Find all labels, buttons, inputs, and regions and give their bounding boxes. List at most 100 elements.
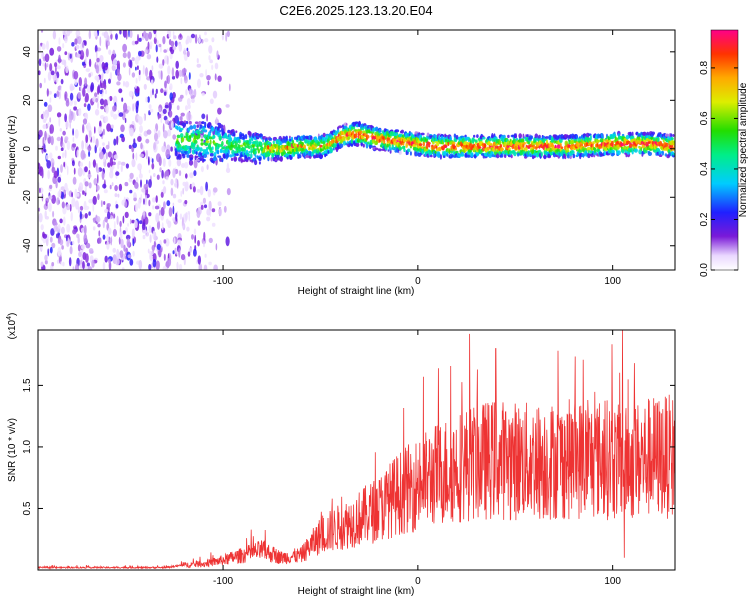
spectrogram-cell (568, 139, 571, 142)
spectrogram-cell (204, 253, 207, 258)
spectrogram-cell (611, 149, 615, 154)
spectrogram-cell (180, 254, 186, 261)
spectrogram-cell (199, 185, 204, 196)
spectrogram-cell (39, 187, 41, 194)
snr-multiplier: (x104) (6, 313, 18, 340)
snr-xtick-label: -100 (213, 576, 233, 587)
spectrogram-cell (95, 98, 99, 103)
spectrogram-cell (186, 47, 189, 52)
spectrogram-cell (143, 198, 145, 205)
colorbar-tick-label: 0.4 (699, 162, 710, 176)
spectrogram-cell (389, 147, 392, 151)
spectrogram-cell (506, 140, 510, 146)
spectrogram-cell (240, 158, 243, 163)
spectrogram-cell (51, 262, 55, 267)
colorbar-label: Normalized spectral amplitude (738, 82, 749, 217)
spectrogram-cell (150, 79, 154, 85)
spectrogram-cell (120, 161, 126, 166)
spectrogram-cell (139, 168, 142, 175)
spectrogram-cell (495, 139, 498, 144)
spectrogram-cell (58, 54, 61, 64)
spectrogram-cell (221, 158, 224, 163)
spectrogram-cell (43, 148, 47, 153)
spectrogram-cell (78, 182, 84, 193)
spectrogram-cell (158, 107, 162, 113)
spectrogram-cell (169, 86, 172, 90)
spectrogram-cell (91, 259, 95, 268)
spectrogram-cell (46, 160, 51, 169)
spectrogram-cell (71, 191, 73, 198)
spectrogram-cell (208, 200, 212, 211)
spectrogram-cell (113, 154, 119, 160)
spectrogram-cell (92, 96, 97, 103)
spectrogram-cell (276, 154, 280, 158)
spectrogram-cell (57, 246, 62, 257)
spectrogram-cell (179, 116, 183, 121)
spectrogram-cell (97, 223, 101, 228)
spectrogram-cell (72, 136, 75, 143)
spectrogram-cell (112, 105, 117, 112)
spectrogram-cell (207, 188, 211, 198)
spectrogram-cell (503, 141, 507, 146)
spectrogram-cell (146, 179, 148, 185)
spectrogram-cell (116, 81, 121, 86)
spectrogram-cell (378, 128, 382, 133)
spectrogram-cell (162, 158, 166, 167)
spectrogram-cell (88, 199, 94, 204)
spectrogram-cell (110, 33, 113, 40)
spectrogram-cell (271, 153, 275, 158)
spectrogram-cell (120, 164, 123, 173)
spectrogram-cell (327, 150, 330, 154)
spectrogram-cell (169, 46, 173, 52)
spectrogram-cell (197, 146, 200, 150)
spectrogram-cell (53, 93, 57, 98)
spectrogram-cell (193, 248, 197, 257)
spectrogram-cell (640, 147, 643, 151)
spectrogram-cell (418, 143, 423, 147)
spectrogram-cell (61, 191, 65, 200)
spectrogram-cell (440, 135, 444, 141)
spectrogram-cell (189, 35, 192, 44)
spectrogram-cell (422, 141, 425, 147)
spectrogram-cell (79, 205, 84, 211)
spectrogram-cell (133, 138, 136, 145)
spectrogram-cell (132, 152, 135, 160)
spectrogram-cell (69, 110, 74, 121)
spectrogram-cell (82, 87, 86, 97)
spectrogram-cell (351, 126, 356, 130)
spectrogram-cell (134, 56, 139, 65)
colorbar: 0.0 0.2 0.4 0.6 0.8 Normalized spectral ampl… (699, 29, 749, 277)
spectrogram-cell (198, 130, 201, 134)
spectrogram-cell (267, 156, 270, 162)
spectrogram-cell (125, 227, 128, 233)
spectrogram-cell (670, 133, 673, 138)
spectrogram-cell (209, 129, 212, 133)
spectrogram-marks (38, 30, 675, 270)
spectrogram-cell (200, 166, 204, 173)
spectrogram-cell (69, 92, 74, 101)
spectrogram-cell (194, 155, 199, 158)
spectrogram-cell (74, 77, 78, 86)
spectrogram-cell (102, 142, 105, 146)
spectrogram-cell (272, 140, 275, 145)
spectrogram-cell (356, 143, 359, 147)
spectrogram-cell (201, 131, 203, 134)
spectrogram-cell (123, 102, 128, 113)
spectrogram-cell (611, 140, 614, 146)
spectrogram-cell (190, 33, 196, 39)
spectrogram-cell (41, 170, 44, 179)
spectrogram-cell (154, 132, 158, 142)
spectrogram-cell (203, 241, 205, 248)
spectrogram-cell (78, 251, 82, 258)
spectrogram-cell (131, 40, 136, 46)
spectrogram-cell (67, 188, 69, 196)
spectrogram-cell (219, 129, 222, 133)
spectrogram-cell (38, 70, 41, 76)
spectrogram-cell (250, 148, 253, 154)
spectrogram-cell (275, 143, 279, 149)
spectrogram-cell (140, 179, 142, 188)
spectrogram-cell (176, 105, 180, 111)
spectrogram-cell (82, 261, 85, 270)
spectrogram-cell (127, 254, 132, 258)
spectrogram-cell (174, 178, 178, 185)
